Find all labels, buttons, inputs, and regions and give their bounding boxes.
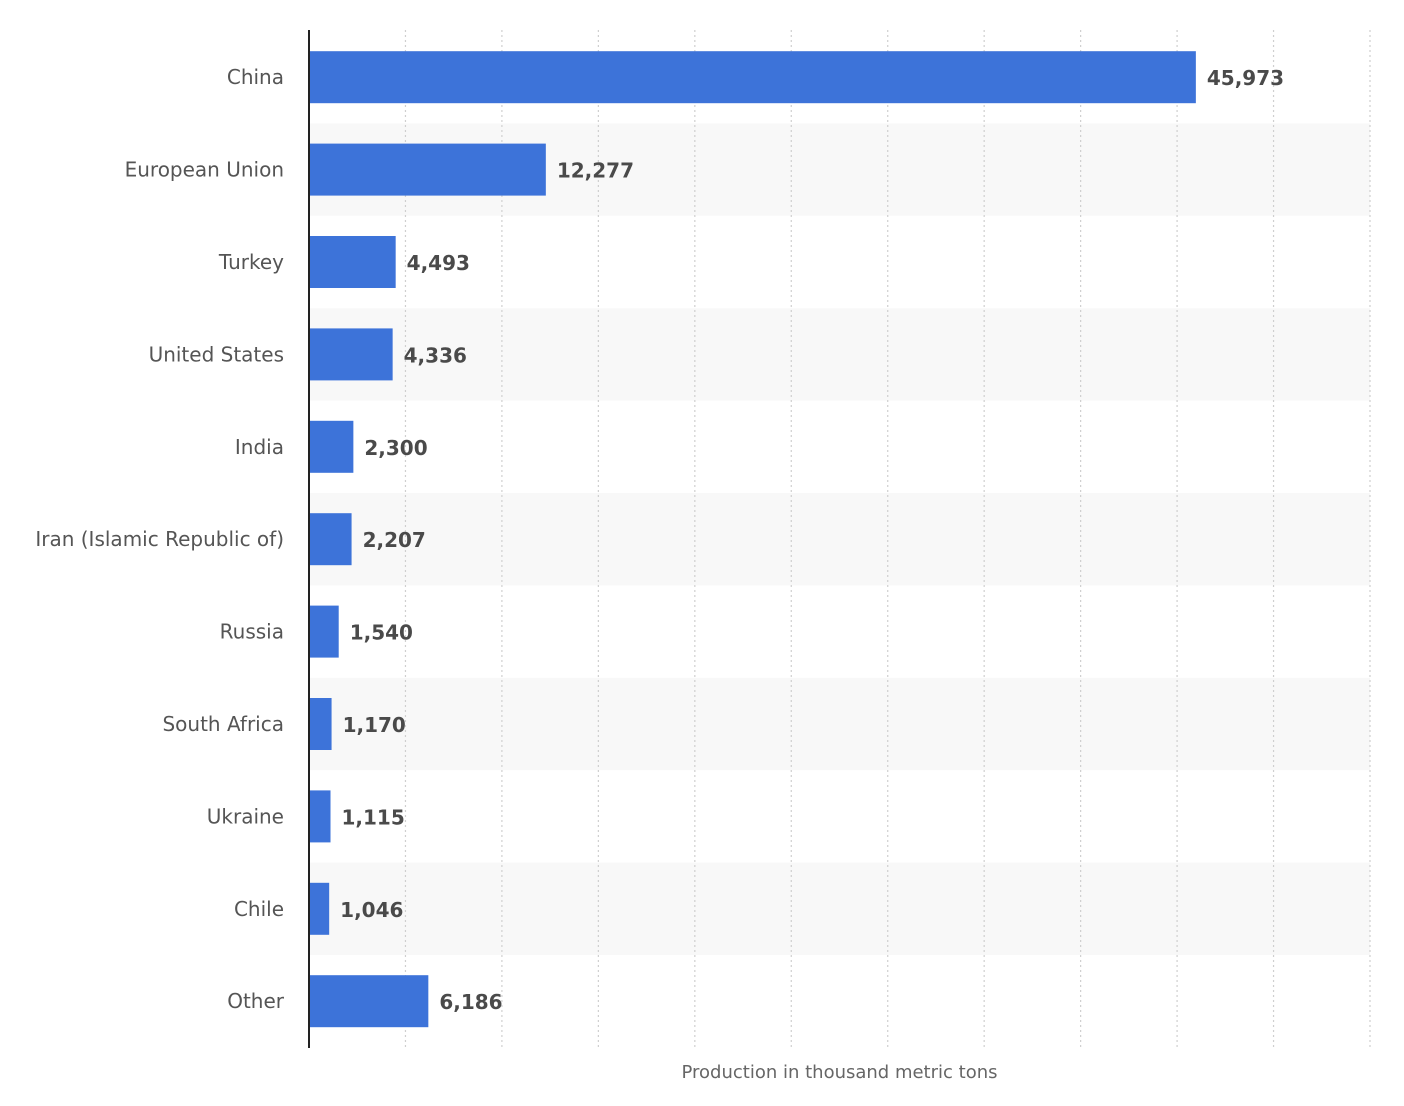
- row-band: [309, 493, 1370, 586]
- category-label: Iran (Islamic Republic of): [35, 527, 284, 551]
- bar: [309, 420, 354, 473]
- bar: [309, 51, 1196, 104]
- bar: [309, 975, 429, 1028]
- bar: [309, 143, 546, 196]
- category-label: Ukraine: [207, 804, 284, 828]
- category-label: Russia: [220, 620, 284, 644]
- value-label: 1,115: [342, 805, 405, 829]
- value-label: 6,186: [439, 990, 502, 1014]
- value-label: 4,493: [407, 251, 470, 275]
- category-label: Chile: [234, 897, 284, 921]
- value-label: 45,973: [1207, 66, 1284, 90]
- bar: [309, 605, 339, 658]
- value-label: 1,046: [340, 898, 403, 922]
- row-band: [309, 677, 1370, 771]
- category-label: India: [235, 435, 284, 459]
- value-label: 1,540: [350, 621, 413, 645]
- category-label: European Union: [125, 158, 284, 182]
- value-label: 1,170: [343, 713, 406, 737]
- value-label: 12,277: [557, 159, 634, 183]
- bar: [309, 236, 396, 288]
- value-label: 2,300: [364, 436, 427, 460]
- category-label: United States: [149, 342, 284, 366]
- bar: [309, 513, 352, 566]
- category-label: South Africa: [162, 712, 284, 736]
- bars: [309, 51, 1196, 1028]
- bar: [309, 328, 393, 381]
- category-label: Turkey: [218, 250, 284, 274]
- row-band: [309, 308, 1370, 401]
- x-axis-title: Production in thousand metric tons: [681, 1062, 997, 1083]
- value-label: 4,336: [404, 343, 467, 367]
- category-labels: China European Union Turkey United States In…: [35, 65, 284, 1013]
- row-bands: [309, 123, 1370, 955]
- bar: [309, 698, 332, 750]
- row-band: [309, 862, 1370, 955]
- bar: [309, 790, 331, 843]
- bar: [309, 882, 330, 935]
- category-label: Other: [227, 989, 285, 1013]
- value-label: 2,207: [363, 528, 426, 552]
- value-labels: 45,973 12,277 4,493 4,336 2,300 2,207 1,540 1,1…: [340, 66, 1284, 1014]
- category-label: China: [227, 65, 284, 89]
